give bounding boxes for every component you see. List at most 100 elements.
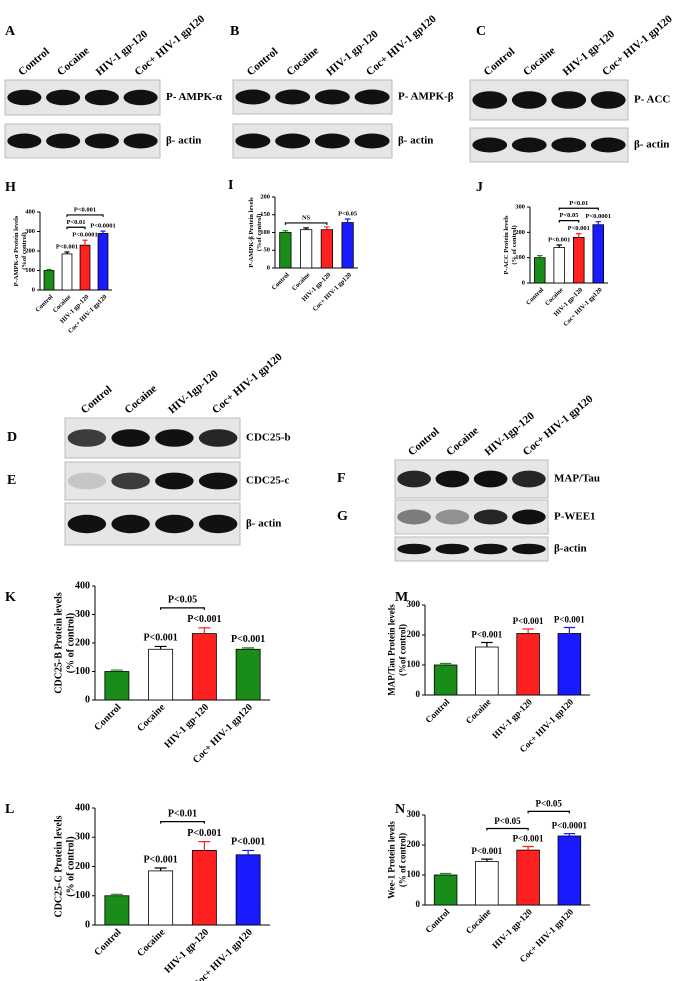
bar xyxy=(572,236,585,284)
panel-letter: J xyxy=(476,180,483,195)
panel-letter: C xyxy=(476,24,486,39)
blot-band xyxy=(155,429,194,447)
blot-band xyxy=(551,137,587,153)
error-bar xyxy=(154,867,167,871)
p-value: P<0.001 xyxy=(231,634,265,645)
panel-letter: L xyxy=(5,802,14,817)
y-axis-label: P-ACC Protein levels xyxy=(503,215,510,275)
blot-band xyxy=(590,91,626,109)
y-tick-label: 0 xyxy=(522,279,525,286)
bar xyxy=(97,233,109,291)
p-value: P<0.001 xyxy=(513,616,544,626)
lane-label: Cocaine xyxy=(122,383,159,417)
y-tick-label: 100 xyxy=(515,254,525,261)
y-tick-label: 400 xyxy=(75,802,90,813)
bar xyxy=(433,874,458,906)
blot-band xyxy=(198,514,238,534)
bracket xyxy=(160,821,205,824)
blot-band xyxy=(512,509,546,525)
p-value: P<0.001 xyxy=(187,614,221,625)
lane-label: Cocaine xyxy=(521,45,558,79)
y-tick-label: 100 xyxy=(407,659,421,669)
y-axis-label: (% of control) xyxy=(65,836,76,896)
y-tick-label: 0 xyxy=(416,899,421,909)
bracket-label: P<0.01 xyxy=(66,219,85,226)
bracket-label: P<0.05 xyxy=(559,212,579,219)
blot-band xyxy=(473,543,508,555)
panel-letter: H xyxy=(5,180,16,195)
p-value: P<0.001 xyxy=(56,243,78,250)
blot-band xyxy=(473,509,508,525)
lane-label: Control xyxy=(245,46,281,79)
y-tick-label: 300 xyxy=(407,809,421,819)
bar xyxy=(148,870,174,926)
bar xyxy=(191,633,217,701)
error-bar xyxy=(481,858,493,862)
row-label: β- actin xyxy=(166,135,201,147)
bracket-label: P<0.01 xyxy=(168,808,197,819)
bar xyxy=(557,835,582,906)
bracket-label: P<0.05 xyxy=(536,799,563,809)
blot-band xyxy=(512,543,546,555)
y-axis-label: CDC25-B Protein levels xyxy=(53,592,64,694)
row-label: P- AMPK-α xyxy=(166,91,223,103)
bar xyxy=(320,229,333,269)
bracket xyxy=(66,214,104,217)
blot-band xyxy=(46,133,81,149)
x-tick-label: Control xyxy=(271,271,291,291)
panel-letter: G xyxy=(337,509,348,524)
bar xyxy=(191,850,217,926)
y-axis-label: MAP/Tau Protein levels xyxy=(387,604,397,696)
y-tick-label: 400 xyxy=(25,208,35,215)
blot-band xyxy=(7,133,42,149)
bracket xyxy=(66,226,86,230)
bracket xyxy=(558,220,580,223)
error-bar xyxy=(110,669,123,672)
lane-label: Coc+ HIV-1 gp120 xyxy=(600,13,675,79)
blot-band xyxy=(84,89,119,106)
error-bar xyxy=(154,645,167,650)
error-bar xyxy=(522,845,534,851)
x-tick-label: Control xyxy=(92,702,123,733)
row-label: β- actin xyxy=(634,139,669,151)
blot-band xyxy=(512,470,546,488)
error-bar xyxy=(439,872,452,875)
lane-label: Cocaine xyxy=(55,45,92,79)
bar xyxy=(475,646,499,696)
y-axis-label: P-AMPK-α Protein levels xyxy=(13,215,20,286)
bar xyxy=(341,222,354,269)
blot-band xyxy=(198,472,238,490)
blot-band xyxy=(354,133,390,149)
bar xyxy=(43,270,55,291)
blot-band xyxy=(551,91,587,109)
panel-letter: A xyxy=(5,24,16,39)
y-tick-label: 200 xyxy=(515,229,525,236)
y-tick-label: 200 xyxy=(75,637,90,648)
blot-band xyxy=(397,543,431,555)
y-tick-label: 50 xyxy=(264,247,271,254)
x-tick-label: Control xyxy=(92,927,123,958)
x-tick-label: Cocaine xyxy=(135,702,168,735)
p-value: P<0.0001 xyxy=(552,820,588,830)
blot-band xyxy=(67,429,107,447)
y-tick-label: 100 xyxy=(25,267,35,274)
blot-band xyxy=(473,470,508,488)
blot-band xyxy=(111,472,150,490)
x-tick-label: HIV-1 gp-120 xyxy=(490,696,534,740)
lane-label: Coc+ HIV-1 gp120 xyxy=(210,351,285,417)
blot-band xyxy=(397,470,431,488)
error-bar xyxy=(556,244,562,248)
bar xyxy=(104,895,130,926)
lane-label: Control xyxy=(79,384,115,417)
p-value: P<0.001 xyxy=(187,828,221,839)
blot-band xyxy=(67,514,107,534)
bracket xyxy=(160,607,205,610)
panel-letter: F xyxy=(337,471,346,486)
x-tick-label: Cocaine xyxy=(135,927,168,960)
x-tick-label: HIV-1 gp-120 xyxy=(162,927,211,976)
error-bar xyxy=(439,662,452,665)
y-tick-label: 100 xyxy=(75,890,90,901)
y-axis-label: P-AMPK-β Protein levels xyxy=(248,197,255,268)
y-tick-label: 0 xyxy=(267,264,270,271)
y-axis-label: (% of control) xyxy=(511,225,518,264)
